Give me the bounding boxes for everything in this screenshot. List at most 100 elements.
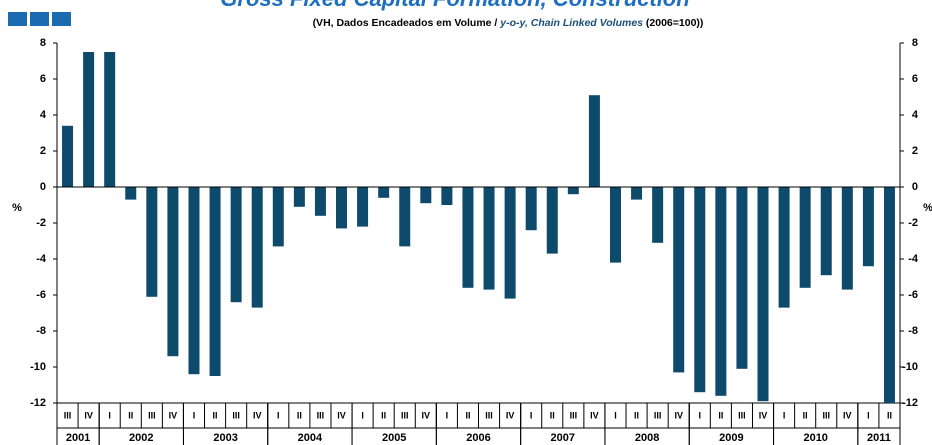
bar — [504, 187, 516, 299]
bar — [609, 187, 621, 263]
x-tick-label: IV — [422, 410, 431, 420]
subtitle-part: y-o-y, Chain Linked Volumes — [499, 17, 643, 29]
y2-tick-label: -2 — [908, 217, 918, 229]
logo-square — [52, 12, 71, 26]
x-tick-label: I — [361, 410, 364, 420]
y2-tick-label: 8 — [912, 37, 918, 49]
x-tick-label: II — [803, 410, 808, 420]
x-tick-label: IV — [253, 410, 262, 420]
y2-tick-label: -8 — [908, 325, 918, 337]
x-tick-label: IV — [169, 410, 178, 420]
bar — [736, 187, 748, 369]
y2-tick-label: 0 — [912, 181, 918, 193]
bar — [125, 187, 137, 200]
logo-square — [30, 12, 49, 26]
year-label: 2002 — [129, 432, 153, 444]
y-tick-label: -8 — [36, 325, 46, 337]
bar — [272, 187, 284, 247]
year-label: 2009 — [719, 432, 743, 444]
bar — [483, 187, 495, 290]
x-tick-label: III — [64, 410, 72, 420]
bar — [588, 95, 600, 187]
bar — [673, 187, 685, 373]
x-tick-label: IV — [337, 410, 346, 420]
bar — [757, 187, 769, 402]
y-tick-label: -10 — [30, 361, 46, 373]
bar — [652, 187, 664, 243]
bar — [357, 187, 369, 227]
y-tick-label: 4 — [40, 109, 47, 121]
bar — [694, 187, 706, 393]
y2-axis-label: % — [923, 202, 932, 214]
chart-subtitle: (VH, Dados Encadeados em Volume / y-o-y,… — [313, 17, 704, 29]
x-tick-label: II — [213, 410, 218, 420]
y-tick-label: -6 — [36, 289, 46, 301]
y2-tick-label: 4 — [912, 109, 919, 121]
bar — [146, 187, 158, 297]
y-tick-label: 8 — [40, 37, 46, 49]
bar — [230, 187, 242, 303]
y-tick-label: -12 — [30, 397, 46, 409]
bar — [778, 187, 790, 308]
x-tick-label: I — [277, 410, 280, 420]
x-tick-label: III — [232, 410, 240, 420]
year-label: 2001 — [66, 432, 90, 444]
x-tick-label: I — [530, 410, 533, 420]
y2-tick-label: -4 — [908, 253, 919, 265]
x-tick-label: IV — [759, 410, 768, 420]
subtitle-part: (2006=100)) — [643, 17, 703, 29]
bar — [314, 187, 326, 216]
bar — [104, 52, 116, 187]
year-label: 2006 — [466, 432, 490, 444]
bar — [336, 187, 348, 229]
bar — [462, 187, 474, 288]
x-tick-label: II — [128, 410, 133, 420]
bar — [378, 187, 390, 198]
bar — [209, 187, 221, 376]
y2-tick-label: 2 — [912, 145, 918, 157]
bar — [525, 187, 537, 231]
y2-tick-label: -10 — [902, 361, 918, 373]
bar — [567, 187, 579, 195]
bar — [862, 187, 874, 267]
bar — [399, 187, 411, 247]
x-tick-label: I — [783, 410, 786, 420]
bar — [441, 187, 453, 205]
x-tick-label: IV — [506, 410, 515, 420]
x-tick-label: I — [614, 410, 617, 420]
x-tick-label: I — [867, 410, 870, 420]
year-label: 2005 — [382, 432, 406, 444]
x-tick-label: II — [381, 410, 386, 420]
bar — [820, 187, 832, 276]
logo-square — [8, 12, 27, 26]
y2-tick-label: 6 — [912, 73, 918, 85]
x-tick-label: II — [718, 410, 723, 420]
year-label: 2008 — [635, 432, 659, 444]
x-tick-label: III — [317, 410, 325, 420]
x-tick-label: I — [446, 410, 449, 420]
x-tick-label: III — [485, 410, 493, 420]
bar — [799, 187, 811, 288]
x-tick-label: II — [634, 410, 639, 420]
x-tick-label: II — [465, 410, 470, 420]
subtitle-part: (VH, Dados Encadeados em Volume / — [313, 17, 501, 29]
x-tick-label: III — [570, 410, 578, 420]
y-axis-label: % — [12, 202, 22, 214]
x-tick-label: IV — [590, 410, 599, 420]
y-tick-label: -2 — [36, 217, 46, 229]
bar — [83, 52, 95, 187]
x-tick-label: III — [654, 410, 662, 420]
x-tick-label: IV — [843, 410, 852, 420]
x-tick-label: II — [297, 410, 302, 420]
year-label: 2003 — [213, 432, 237, 444]
y-tick-label: -4 — [36, 253, 47, 265]
x-tick-label: I — [699, 410, 702, 420]
bar — [188, 187, 200, 375]
y-tick-label: 2 — [40, 145, 46, 157]
x-tick-label: I — [108, 410, 111, 420]
bar — [715, 187, 727, 396]
bar — [251, 187, 263, 308]
year-label: 2007 — [551, 432, 575, 444]
y2-tick-label: -6 — [908, 289, 918, 301]
y-tick-label: 6 — [40, 73, 46, 85]
